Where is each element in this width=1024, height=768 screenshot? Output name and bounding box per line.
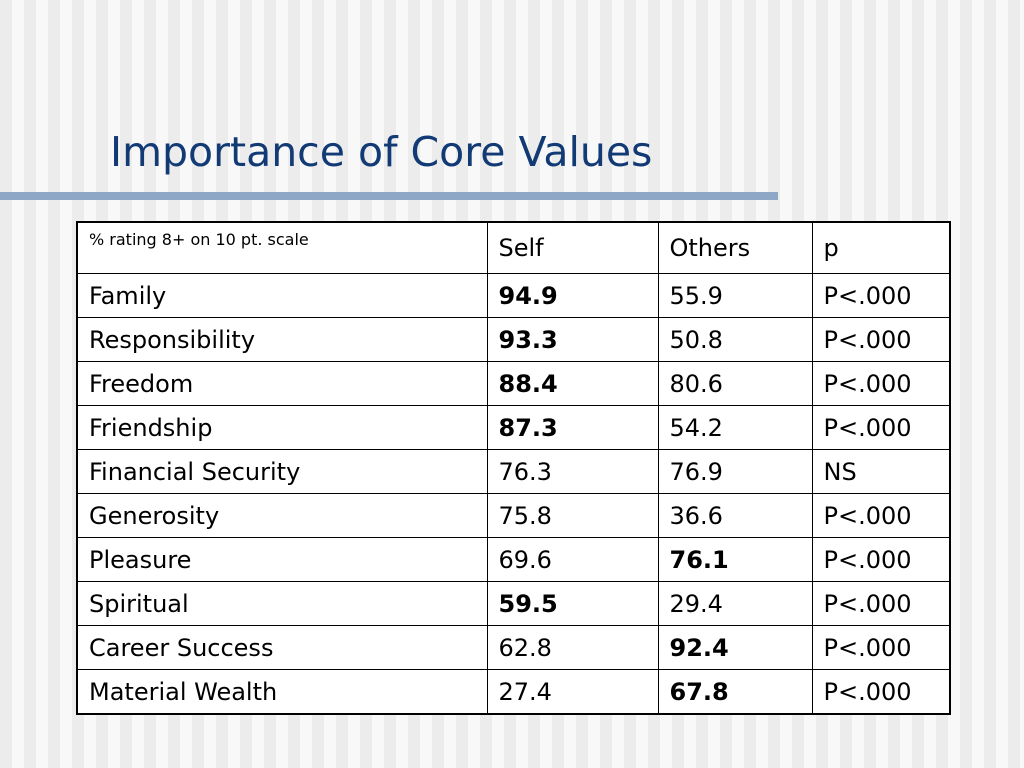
cell-self: 93.3 bbox=[486, 317, 659, 362]
header-scale-caption: % rating 8+ on 10 pt. scale bbox=[76, 221, 488, 274]
cell-value-name: Freedom bbox=[76, 361, 488, 406]
cell-value-name: Family bbox=[76, 273, 488, 318]
cell-p: P<.000 bbox=[811, 625, 951, 670]
cell-self: 76.3 bbox=[486, 449, 659, 494]
cell-others: 76.1 bbox=[657, 537, 813, 582]
cell-self: 62.8 bbox=[486, 625, 659, 670]
cell-self: 87.3 bbox=[486, 405, 659, 450]
cell-value-name: Pleasure bbox=[76, 537, 488, 582]
cell-p: P<.000 bbox=[811, 581, 951, 626]
cell-p: P<.000 bbox=[811, 493, 951, 538]
slide-title: Importance of Core Values bbox=[110, 128, 653, 176]
cell-p: P<.000 bbox=[811, 361, 951, 406]
cell-value-name: Financial Security bbox=[76, 449, 488, 494]
cell-value-name: Friendship bbox=[76, 405, 488, 450]
cell-self: 59.5 bbox=[486, 581, 659, 626]
cell-others: 36.6 bbox=[657, 493, 813, 538]
cell-value-name: Spiritual bbox=[76, 581, 488, 626]
table-row: Spiritual 59.5 29.4 P<.000 bbox=[76, 581, 951, 626]
title-rule bbox=[0, 192, 778, 200]
cell-others: 50.8 bbox=[657, 317, 813, 362]
table-row: Family 94.9 55.9 P<.000 bbox=[76, 273, 951, 318]
table-row: Generosity 75.8 36.6 P<.000 bbox=[76, 493, 951, 538]
cell-others: 54.2 bbox=[657, 405, 813, 450]
table-row: Friendship 87.3 54.2 P<.000 bbox=[76, 405, 951, 450]
cell-others: 67.8 bbox=[657, 669, 813, 715]
cell-value-name: Career Success bbox=[76, 625, 488, 670]
cell-p: P<.000 bbox=[811, 273, 951, 318]
cell-p: P<.000 bbox=[811, 669, 951, 715]
cell-self: 94.9 bbox=[486, 273, 659, 318]
header-p: p bbox=[811, 221, 951, 274]
cell-others: 29.4 bbox=[657, 581, 813, 626]
cell-self: 69.6 bbox=[486, 537, 659, 582]
cell-self: 27.4 bbox=[486, 669, 659, 715]
table-row: Pleasure 69.6 76.1 P<.000 bbox=[76, 537, 951, 582]
table-header-row: % rating 8+ on 10 pt. scale Self Others … bbox=[76, 221, 951, 274]
cell-self: 75.8 bbox=[486, 493, 659, 538]
cell-value-name: Material Wealth bbox=[76, 669, 488, 715]
cell-others: 76.9 bbox=[657, 449, 813, 494]
cell-others: 92.4 bbox=[657, 625, 813, 670]
cell-p: P<.000 bbox=[811, 317, 951, 362]
cell-self: 88.4 bbox=[486, 361, 659, 406]
header-others: Others bbox=[657, 221, 813, 274]
table-row: Material Wealth 27.4 67.8 P<.000 bbox=[76, 669, 951, 715]
header-self: Self bbox=[486, 221, 659, 274]
cell-p: P<.000 bbox=[811, 537, 951, 582]
cell-value-name: Responsibility bbox=[76, 317, 488, 362]
cell-p: NS bbox=[811, 449, 951, 494]
table-row: Responsibility 93.3 50.8 P<.000 bbox=[76, 317, 951, 362]
cell-p: P<.000 bbox=[811, 405, 951, 450]
table-body: % rating 8+ on 10 pt. scale Self Others … bbox=[76, 221, 951, 715]
cell-others: 55.9 bbox=[657, 273, 813, 318]
cell-value-name: Generosity bbox=[76, 493, 488, 538]
table-row: Freedom 88.4 80.6 P<.000 bbox=[76, 361, 951, 406]
table-row: Career Success 62.8 92.4 P<.000 bbox=[76, 625, 951, 670]
table-row: Financial Security 76.3 76.9 NS bbox=[76, 449, 951, 494]
cell-others: 80.6 bbox=[657, 361, 813, 406]
core-values-table: % rating 8+ on 10 pt. scale Self Others … bbox=[76, 221, 951, 715]
